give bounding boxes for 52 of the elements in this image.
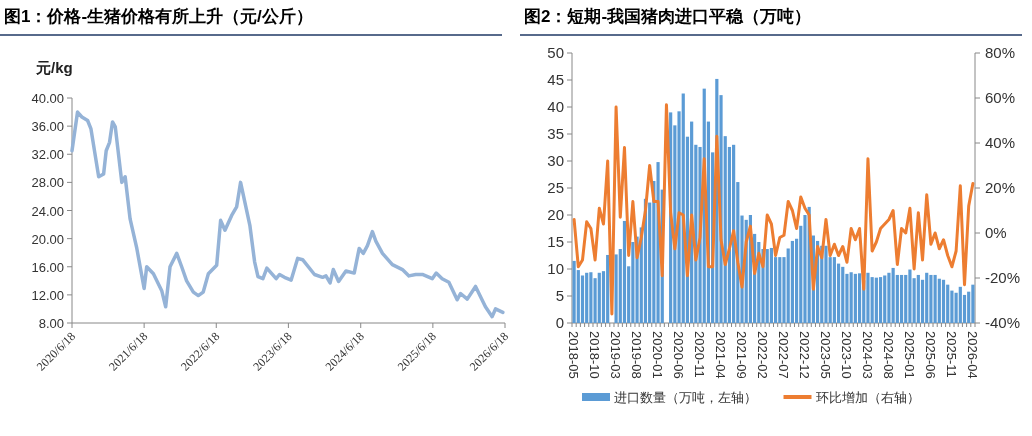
x-tick-label: 2025-01: [901, 331, 917, 379]
x-tick-label: 2020-06: [671, 331, 687, 379]
y2-tick-label: 40%: [985, 134, 1016, 151]
y2-tick-label: 80%: [985, 44, 1016, 61]
x-tick-label: 2026-04: [964, 331, 980, 379]
y-tick-label: 24.00: [31, 203, 64, 219]
x-tick-label: 2024-03: [859, 331, 875, 379]
y-tick-label: 35: [547, 125, 564, 142]
x-tick-label: 2024-08: [880, 331, 896, 379]
y-tick-label: 20.00: [31, 231, 64, 247]
y-tick-label: 16.00: [31, 259, 64, 275]
y2-tick-label: 20%: [985, 179, 1016, 196]
x-tick-label: 2020-01: [650, 331, 666, 379]
y-tick-label: 10: [547, 260, 564, 277]
y-tick-label: 25: [547, 179, 564, 196]
y2-tick-label: 0%: [985, 224, 1007, 241]
x-tick-label: 2022-07: [775, 331, 791, 379]
x-tick-label: 2018-05: [566, 331, 582, 379]
x-tick-label: 2020-11: [692, 331, 708, 378]
y-tick-label: 40.00: [31, 91, 64, 106]
y-tick-label: 50: [547, 44, 564, 61]
x-tick-label: 2021-09: [734, 331, 750, 379]
x-tick-label: 2025-11: [943, 331, 959, 378]
chart-title: 图2：短期-我国猪肉进口平稳（万吨）: [524, 7, 812, 26]
chart-title: 图1：价格-生猪价格有所上升（元/公斤）: [4, 7, 313, 26]
x-tick-label: 2021-04: [713, 331, 729, 379]
x-tick-label: 2019-03: [608, 331, 624, 379]
x-tick-label: 2019-08: [629, 331, 645, 379]
y-tick-label: 28.00: [31, 175, 64, 191]
y-tick-label: 30: [547, 152, 564, 169]
y-tick-label: 36.00: [31, 119, 64, 135]
x-tick-label: 2025-06: [922, 331, 938, 379]
y-tick-label: 40: [547, 98, 564, 115]
x-tick-label: 2018-10: [587, 331, 603, 379]
x-tick-label: 2023-10: [838, 331, 854, 379]
y-tick-label: 12.00: [31, 287, 64, 303]
legend-label: 进口数量（万吨，左轴）: [614, 390, 757, 405]
x-tick-label: 2022-12: [796, 331, 812, 379]
y-axis-title: 元/kg: [35, 59, 73, 76]
x-tick-label: 2023-05: [817, 331, 833, 379]
y2-tick-label: 60%: [985, 89, 1016, 106]
y-tick-label: 0: [555, 314, 564, 331]
y-tick-label: 15: [547, 233, 564, 250]
y-tick-label: 5: [555, 287, 564, 304]
y-tick-label: 8.00: [38, 316, 64, 331]
y2-tick-label: -20%: [985, 269, 1021, 286]
x-tick-label: 2022-02: [755, 331, 771, 379]
y2-tick-label: -40%: [985, 314, 1021, 331]
y-tick-label: 45: [547, 71, 564, 88]
y-tick-label: 32.00: [31, 147, 64, 163]
legend-label: 环比增加（右轴）: [815, 390, 920, 405]
y-tick-label: 20: [547, 206, 564, 223]
